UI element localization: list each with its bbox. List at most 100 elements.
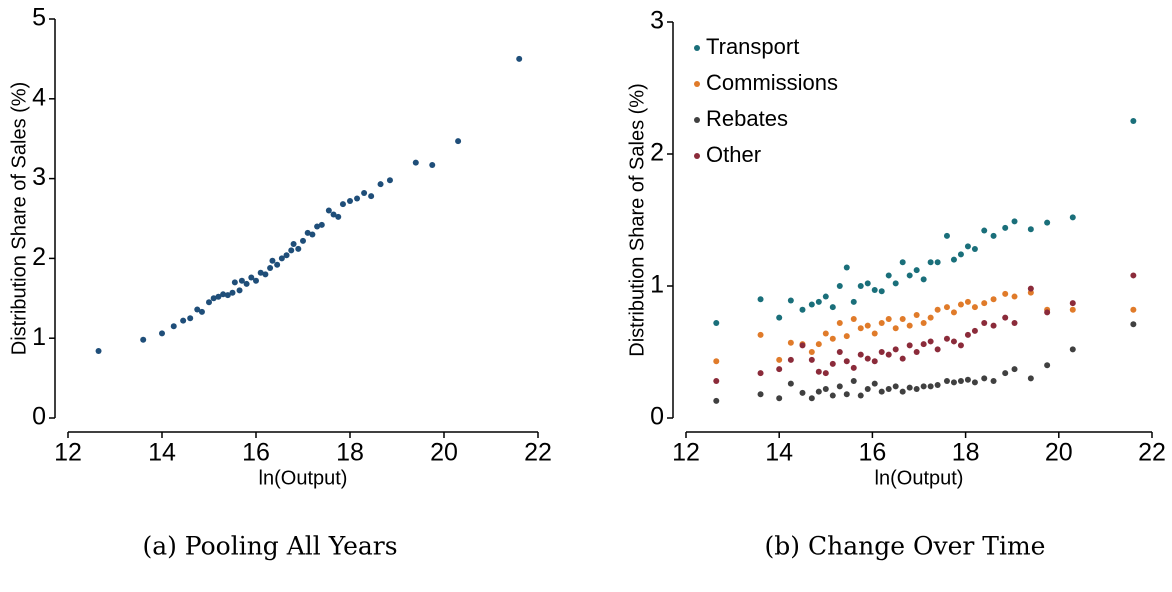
point bbox=[248, 274, 255, 281]
point bbox=[878, 388, 885, 395]
y-tick-label: 0 bbox=[32, 403, 46, 431]
point bbox=[808, 395, 815, 402]
x-axis-label: ln(Output) bbox=[259, 467, 348, 489]
point bbox=[990, 378, 997, 385]
point bbox=[871, 380, 878, 387]
point bbox=[304, 229, 311, 236]
point bbox=[885, 272, 892, 279]
point bbox=[238, 277, 245, 284]
point bbox=[159, 330, 165, 337]
y-axis-label: Distribution Share of Sales (%) bbox=[626, 83, 648, 356]
point bbox=[850, 298, 857, 305]
point bbox=[885, 351, 892, 358]
point bbox=[1044, 219, 1051, 226]
point bbox=[1130, 306, 1137, 313]
point bbox=[1002, 290, 1009, 297]
point bbox=[857, 325, 864, 332]
point bbox=[713, 397, 720, 404]
point bbox=[267, 264, 274, 271]
point bbox=[878, 288, 885, 295]
point bbox=[347, 197, 353, 204]
point bbox=[815, 341, 822, 348]
point bbox=[927, 383, 934, 390]
point bbox=[713, 358, 720, 365]
point bbox=[829, 304, 836, 311]
point bbox=[253, 277, 259, 284]
point bbox=[815, 368, 822, 375]
point bbox=[943, 304, 950, 311]
point bbox=[262, 271, 269, 278]
point bbox=[1130, 321, 1137, 328]
point bbox=[864, 322, 871, 329]
point bbox=[981, 319, 988, 326]
point bbox=[906, 322, 913, 329]
x-axis-label: ln(Output) bbox=[875, 467, 964, 489]
y-tick-label: 0 bbox=[650, 403, 664, 431]
point bbox=[194, 306, 201, 313]
point bbox=[1002, 370, 1009, 377]
point bbox=[799, 342, 806, 349]
point bbox=[857, 283, 864, 289]
point bbox=[836, 349, 843, 355]
point bbox=[229, 289, 236, 296]
point bbox=[843, 333, 850, 340]
point bbox=[757, 370, 764, 377]
point bbox=[243, 280, 250, 287]
point bbox=[971, 379, 978, 386]
x-tick-label: 16 bbox=[858, 439, 886, 467]
point bbox=[981, 227, 988, 234]
point bbox=[278, 255, 285, 262]
point bbox=[206, 299, 212, 306]
x-tick-label: 14 bbox=[148, 439, 176, 467]
point bbox=[990, 232, 997, 239]
point bbox=[950, 256, 957, 263]
point bbox=[990, 322, 997, 329]
point bbox=[283, 252, 290, 259]
point bbox=[829, 392, 836, 399]
point bbox=[927, 338, 934, 345]
point bbox=[885, 316, 892, 322]
point bbox=[836, 319, 843, 326]
x-tick-label: 18 bbox=[952, 439, 980, 467]
point bbox=[892, 346, 899, 353]
x-tick-label: 16 bbox=[242, 439, 270, 467]
point bbox=[913, 267, 920, 274]
point bbox=[429, 162, 436, 169]
point bbox=[829, 335, 836, 342]
point bbox=[920, 276, 927, 283]
point bbox=[843, 391, 850, 398]
point bbox=[815, 388, 822, 395]
point bbox=[906, 384, 913, 391]
point bbox=[295, 245, 302, 252]
point bbox=[318, 221, 325, 228]
point bbox=[799, 306, 806, 313]
point bbox=[829, 360, 836, 367]
x-tick-label: 18 bbox=[336, 439, 364, 467]
point bbox=[822, 370, 829, 377]
point bbox=[325, 207, 332, 214]
point bbox=[170, 323, 177, 330]
point bbox=[1044, 309, 1051, 316]
y-tick-label: 2 bbox=[650, 139, 664, 167]
point bbox=[799, 389, 806, 396]
point bbox=[836, 283, 843, 289]
point bbox=[412, 159, 419, 166]
point bbox=[913, 312, 920, 319]
point bbox=[878, 319, 885, 326]
y-axis-label: Distribution Share of Sales (%) bbox=[8, 82, 30, 355]
point bbox=[1130, 118, 1137, 124]
y-tick-label: 2 bbox=[32, 243, 46, 271]
point bbox=[950, 338, 957, 345]
point bbox=[913, 349, 920, 355]
legend-marker bbox=[694, 45, 700, 51]
legend-marker bbox=[694, 153, 700, 159]
point bbox=[1027, 285, 1034, 292]
caption: (b) Change Over Time bbox=[765, 532, 1046, 561]
point bbox=[871, 358, 878, 365]
point bbox=[1011, 319, 1018, 326]
point bbox=[314, 223, 321, 230]
point bbox=[257, 269, 264, 276]
legend-label: Commissions bbox=[706, 70, 838, 95]
point bbox=[913, 385, 920, 392]
point bbox=[950, 309, 957, 316]
